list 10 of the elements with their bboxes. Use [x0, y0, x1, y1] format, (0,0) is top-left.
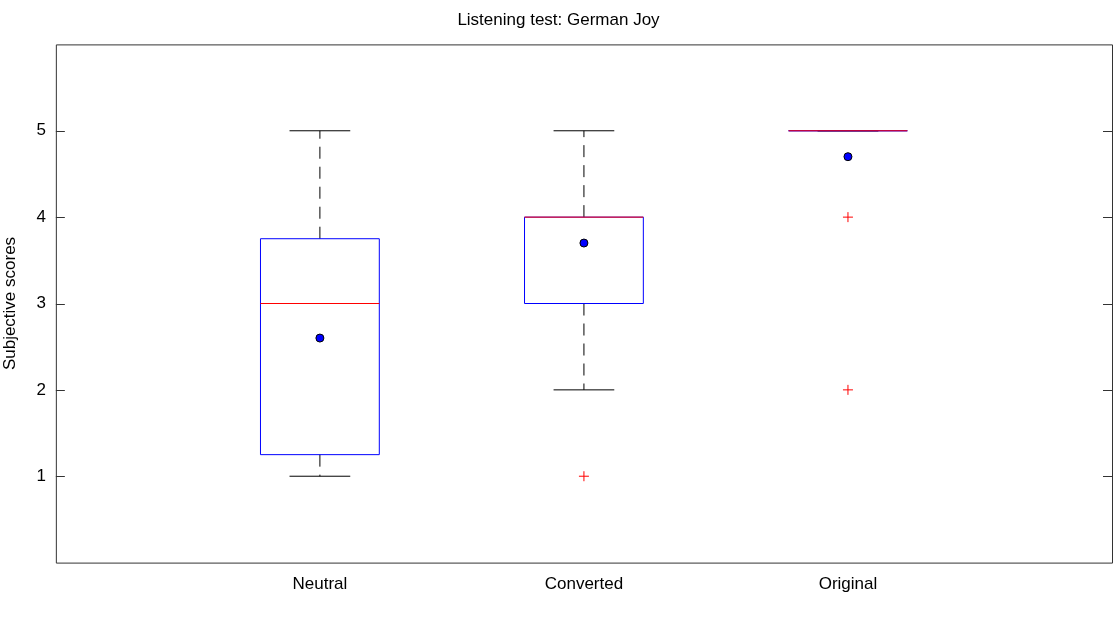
y-tick-label: 1: [36, 465, 46, 485]
y-axis-title: Subjective scores: [0, 236, 19, 371]
x-tick-label: Converted: [544, 574, 624, 594]
x-tick-label: Original: [818, 574, 878, 594]
x-tick-label: Neutral: [292, 574, 348, 594]
chart-title: Listening test: German Joy: [457, 9, 661, 29]
y-tick-label: 4: [36, 206, 46, 226]
y-tick-label: 5: [36, 120, 46, 140]
y-tick-label: 2: [36, 379, 46, 399]
y-tick-label: 3: [36, 293, 46, 313]
